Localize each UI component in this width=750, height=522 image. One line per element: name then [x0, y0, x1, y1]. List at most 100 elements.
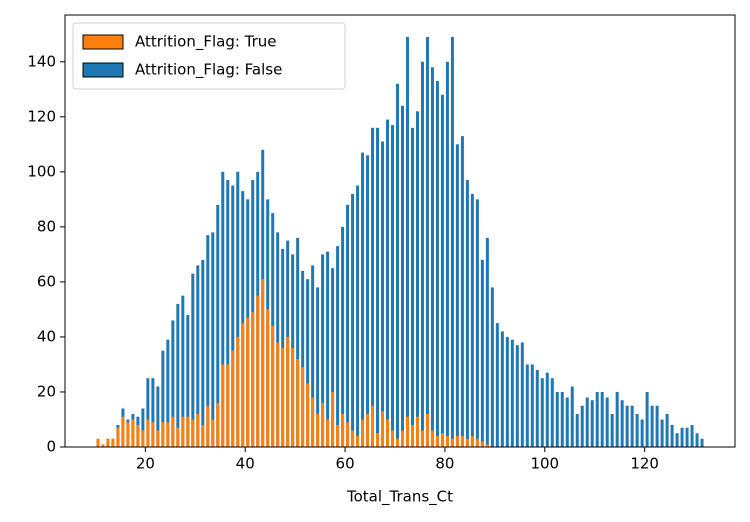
bar	[286, 336, 290, 447]
bar	[685, 427, 689, 447]
bar	[116, 427, 120, 447]
bar	[231, 350, 235, 447]
bar	[420, 61, 424, 447]
bar	[435, 435, 439, 447]
bar	[405, 416, 409, 447]
bar	[640, 419, 644, 447]
bar	[400, 430, 404, 447]
bar	[241, 191, 245, 447]
bar	[141, 408, 145, 447]
bar	[231, 185, 235, 447]
bar	[391, 125, 395, 448]
bar	[256, 295, 260, 447]
bar	[166, 339, 170, 447]
bar	[440, 94, 444, 448]
bar	[206, 235, 210, 447]
bar	[171, 416, 175, 447]
bar	[121, 416, 125, 447]
bar	[101, 444, 105, 447]
bar	[181, 295, 185, 447]
bar	[126, 422, 130, 447]
bar	[356, 435, 360, 447]
legend-swatch	[82, 34, 124, 50]
bar	[221, 364, 225, 447]
bar	[550, 378, 554, 447]
bar	[151, 422, 155, 447]
bar	[420, 430, 424, 447]
bar	[430, 67, 434, 447]
bar	[326, 419, 330, 447]
bar	[425, 413, 429, 447]
x-tick-label: 100	[530, 455, 559, 473]
x-tick-label: 60	[336, 455, 355, 473]
bar	[391, 430, 395, 447]
bar	[635, 413, 639, 447]
bar	[570, 386, 574, 447]
bar	[410, 424, 414, 447]
bar	[146, 419, 150, 447]
legend-swatch	[82, 62, 124, 78]
bar	[495, 323, 499, 447]
bar	[351, 430, 355, 447]
bar	[156, 386, 160, 447]
bar	[425, 37, 429, 448]
bar	[665, 413, 669, 447]
bar	[480, 259, 484, 447]
bar	[311, 265, 315, 447]
bar	[296, 358, 300, 447]
bar	[186, 314, 190, 447]
bar	[680, 427, 684, 447]
bar	[565, 397, 569, 447]
bar	[620, 400, 624, 447]
bar	[376, 433, 380, 447]
bar	[625, 405, 629, 447]
bar	[545, 372, 549, 447]
bar	[396, 438, 400, 447]
bar	[585, 397, 589, 447]
bar	[690, 424, 694, 447]
bar	[415, 416, 419, 447]
bar	[151, 378, 155, 447]
bar	[291, 347, 295, 447]
bar	[136, 424, 140, 447]
bar	[186, 416, 190, 447]
bar	[351, 193, 355, 447]
bar	[366, 413, 370, 447]
bar	[371, 405, 375, 447]
bar	[371, 127, 375, 448]
bar	[535, 369, 539, 447]
bar	[301, 270, 305, 447]
bar	[266, 309, 270, 447]
bar	[161, 350, 165, 447]
bar	[445, 61, 449, 447]
bar	[465, 180, 469, 448]
bar	[376, 127, 380, 448]
bar	[590, 400, 594, 447]
bar	[480, 441, 484, 447]
bar	[196, 265, 200, 447]
bar	[415, 111, 419, 448]
legend-label: Attrition_Flag: True	[135, 33, 277, 52]
bar	[306, 383, 310, 447]
bar	[525, 364, 529, 447]
y-tick-label: 100	[27, 162, 56, 180]
bar	[251, 312, 255, 447]
bar	[226, 364, 230, 447]
bar	[445, 435, 449, 447]
bar	[555, 391, 559, 447]
bar	[216, 402, 220, 447]
bar	[440, 433, 444, 447]
x-tick-label: 20	[136, 455, 155, 473]
bar	[470, 193, 474, 447]
bar	[206, 405, 210, 447]
bar	[361, 152, 365, 447]
bar	[201, 424, 205, 447]
bar	[221, 171, 225, 447]
bar	[96, 438, 100, 447]
bar	[475, 199, 479, 447]
bar	[605, 397, 609, 447]
bar	[226, 180, 230, 448]
bar	[490, 287, 494, 447]
bar	[386, 419, 390, 447]
bar	[580, 405, 584, 447]
